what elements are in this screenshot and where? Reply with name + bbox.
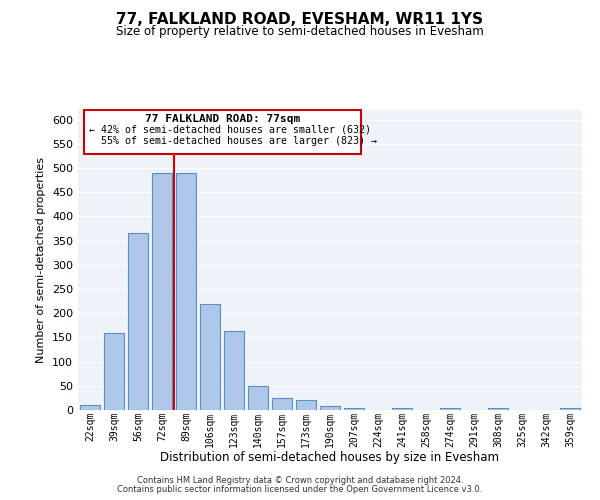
Bar	[104, 332, 124, 410]
Y-axis label: Number of semi-detached properties: Number of semi-detached properties	[37, 157, 46, 363]
Bar	[488, 408, 508, 410]
Bar	[128, 234, 148, 410]
Text: 77, FALKLAND ROAD, EVESHAM, WR11 1YS: 77, FALKLAND ROAD, EVESHAM, WR11 1YS	[116, 12, 484, 28]
Bar	[560, 408, 580, 410]
Bar	[176, 173, 196, 410]
Text: 55% of semi-detached houses are larger (823) →: 55% of semi-detached houses are larger (…	[89, 136, 377, 146]
Bar	[440, 408, 460, 410]
Text: Distribution of semi-detached houses by size in Evesham: Distribution of semi-detached houses by …	[161, 451, 499, 464]
Bar	[152, 173, 172, 410]
Bar	[344, 408, 364, 410]
Bar	[248, 386, 268, 410]
Text: Contains HM Land Registry data © Crown copyright and database right 2024.: Contains HM Land Registry data © Crown c…	[137, 476, 463, 485]
Bar	[200, 304, 220, 410]
Text: Size of property relative to semi-detached houses in Evesham: Size of property relative to semi-detach…	[116, 25, 484, 38]
Text: 77 FALKLAND ROAD: 77sqm: 77 FALKLAND ROAD: 77sqm	[145, 114, 300, 124]
Bar	[224, 331, 244, 410]
Bar	[392, 408, 412, 410]
Text: Contains public sector information licensed under the Open Government Licence v3: Contains public sector information licen…	[118, 485, 482, 494]
Text: ← 42% of semi-detached houses are smaller (632): ← 42% of semi-detached houses are smalle…	[89, 125, 371, 135]
Bar	[80, 405, 100, 410]
Bar	[320, 406, 340, 410]
Bar	[296, 400, 316, 410]
Bar	[272, 398, 292, 410]
